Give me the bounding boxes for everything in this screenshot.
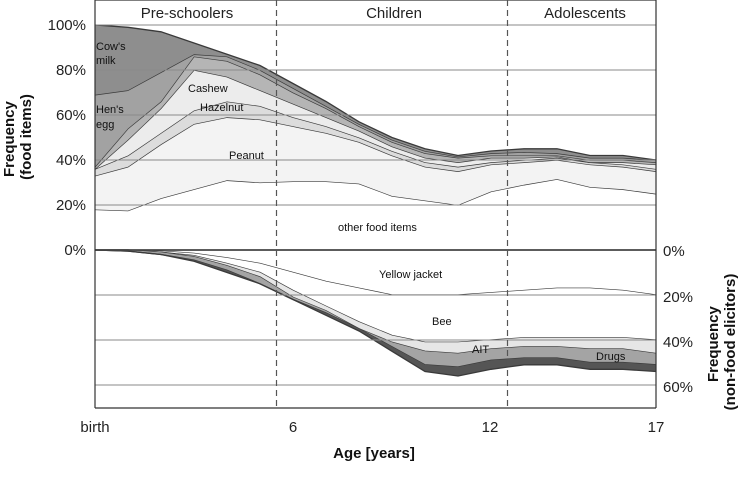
area-ait [95,250,656,354]
area-other-top-band [95,25,656,160]
area-label-drugs: Drugs [596,351,626,363]
area-other-food-items [95,179,656,250]
period-label-children: Children [366,5,422,22]
area-label-cashew: Cashew [188,83,228,95]
area-other-bottom-band [95,250,656,376]
y-tick-top-60: 60% [56,107,86,124]
area-label-yellow-jacket: Yellow jacket [379,269,442,281]
x-tick-birth: birth [80,419,109,436]
area-drugs [95,250,656,367]
period-label-adolescents: Adolescents [544,5,626,22]
x-tick-17: 17 [648,419,665,436]
area-yellow-jacket [95,250,656,295]
y-axis-title-bottom: Frequency (non-food elicitors) [705,274,739,411]
area-bee [95,250,656,343]
y-tick-bottom-20: 20% [663,289,693,306]
y-tick-bottom-60: 60% [663,379,693,396]
area-label-ait: AIT [472,344,489,356]
y-axis-title-top: Frequency (food items) [1,94,35,180]
x-tick-6: 6 [289,419,297,436]
y-tick-top-0: 0% [64,242,86,259]
x-axis-title: Age [years] [333,445,415,462]
y-tick-top-40: 40% [56,152,86,169]
area-peanut [95,117,656,211]
grid-layer [95,24,656,386]
area-label-bee: Bee [432,316,452,328]
line-other-top-band [94,24,657,161]
y-tick-top-80: 80% [56,62,86,79]
area-label-other-food-items: other food items [338,222,417,234]
line-other-bottom-band [94,249,657,377]
y-tick-top-100: 100% [48,17,86,34]
area-layer [94,24,657,377]
x-tick-12: 12 [482,419,499,436]
y-tick-bottom-40: 40% [663,334,693,351]
period-label-preschoolers: Pre-schoolers [141,5,234,22]
y-tick-bottom-0: 0% [663,243,685,260]
area-label-cows-milk: Cow's milk [96,41,126,67]
area-cashew [95,70,656,169]
frame-layer [94,0,657,409]
area-label-hens-egg: Hen's egg [96,104,124,131]
area-label-hazelnut: Hazelnut [200,102,243,114]
area-label-peanut: Peanut [229,150,264,162]
y-tick-top-20: 20% [56,197,86,214]
